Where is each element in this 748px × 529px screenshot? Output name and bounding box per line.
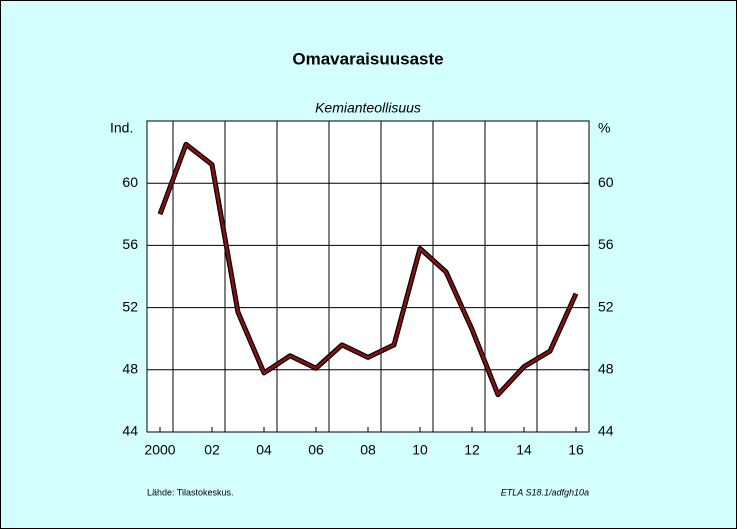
x-tick-label: 10: [412, 442, 428, 458]
x-tick-label: 14: [516, 442, 532, 458]
line: [158, 143, 578, 396]
y2-tick-label: 52: [598, 298, 614, 314]
y2-tick-label: 44: [598, 423, 614, 439]
source: Lähde: Tilastokeskus.: [147, 487, 234, 497]
y2-tick-label: 56: [598, 236, 614, 252]
y-axis-label: Ind.: [110, 120, 133, 136]
y-tick-label: 56: [122, 236, 138, 252]
y2-tick-label: 48: [598, 361, 614, 377]
code: ETLA S18.1/adfgh10a: [501, 487, 589, 497]
x-tick-label: 08: [360, 442, 376, 458]
y-tick-label: 48: [122, 361, 138, 377]
y2-tick-label: 60: [598, 174, 614, 190]
y-tick-label: 52: [122, 298, 138, 314]
x-tick-label: 16: [568, 442, 584, 458]
x-tick-label: 2000: [144, 442, 175, 458]
chart-subtitle: Kemianteollisuus: [315, 100, 421, 116]
x-tick-label: 02: [204, 442, 220, 458]
chart-title: Omavaraisuusaste: [292, 49, 443, 68]
y-tick-label: 60: [122, 174, 138, 190]
x-tick-label: 12: [464, 442, 480, 458]
x-tick-label: 04: [256, 442, 272, 458]
y2-axis-label: %: [598, 120, 610, 136]
x-tick-label: 06: [308, 442, 324, 458]
plot-area: [146, 120, 590, 433]
y-tick-label: 44: [122, 423, 138, 439]
